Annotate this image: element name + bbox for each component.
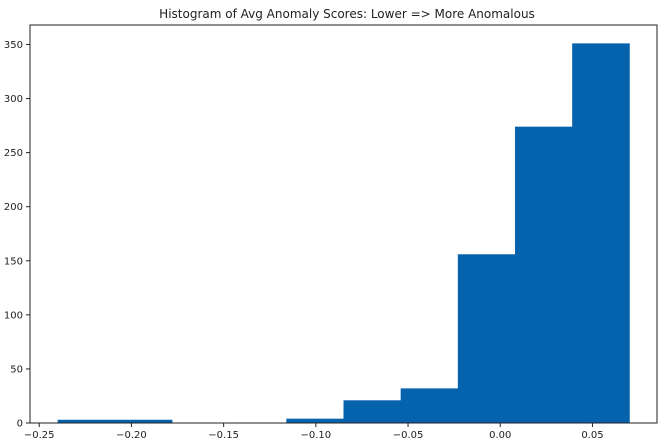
y-tick-label: 150 — [4, 256, 23, 267]
y-tick-label: 350 — [4, 40, 23, 51]
histogram-bar — [286, 418, 344, 423]
histogram-bar — [572, 43, 630, 423]
chart-title: Histogram of Avg Anomaly Scores: Lower =… — [159, 7, 535, 21]
y-tick-label: 0 — [17, 419, 23, 430]
histogram-bar — [400, 388, 459, 423]
x-axis: −0.25 −0.20 −0.15 −0.10 −0.05 0.00 0.05 — [24, 423, 604, 441]
x-tick-label: 0.05 — [581, 430, 603, 441]
x-tick-label: −0.20 — [116, 430, 147, 441]
y-tick-label: 200 — [4, 202, 23, 213]
histogram-bar — [114, 419, 173, 423]
x-tick-label: −0.05 — [393, 430, 424, 441]
x-tick-label: −0.10 — [301, 430, 332, 441]
x-tick-label: −0.25 — [24, 430, 55, 441]
plot-frame — [29, 24, 658, 424]
histogram-bar — [343, 400, 402, 423]
bars-layer — [57, 43, 630, 423]
histogram-bar — [457, 254, 516, 423]
histogram-bar — [515, 126, 573, 423]
y-axis: 0 50 100 150 200 250 300 350 — [4, 40, 30, 430]
y-tick-label: 100 — [4, 310, 23, 321]
y-tick-label: 300 — [4, 94, 23, 105]
x-tick-label: 0.00 — [489, 430, 511, 441]
y-tick-label: 250 — [4, 148, 23, 159]
x-tick-label: −0.15 — [208, 430, 239, 441]
y-tick-label: 50 — [10, 364, 23, 375]
histogram-bar — [57, 419, 116, 423]
